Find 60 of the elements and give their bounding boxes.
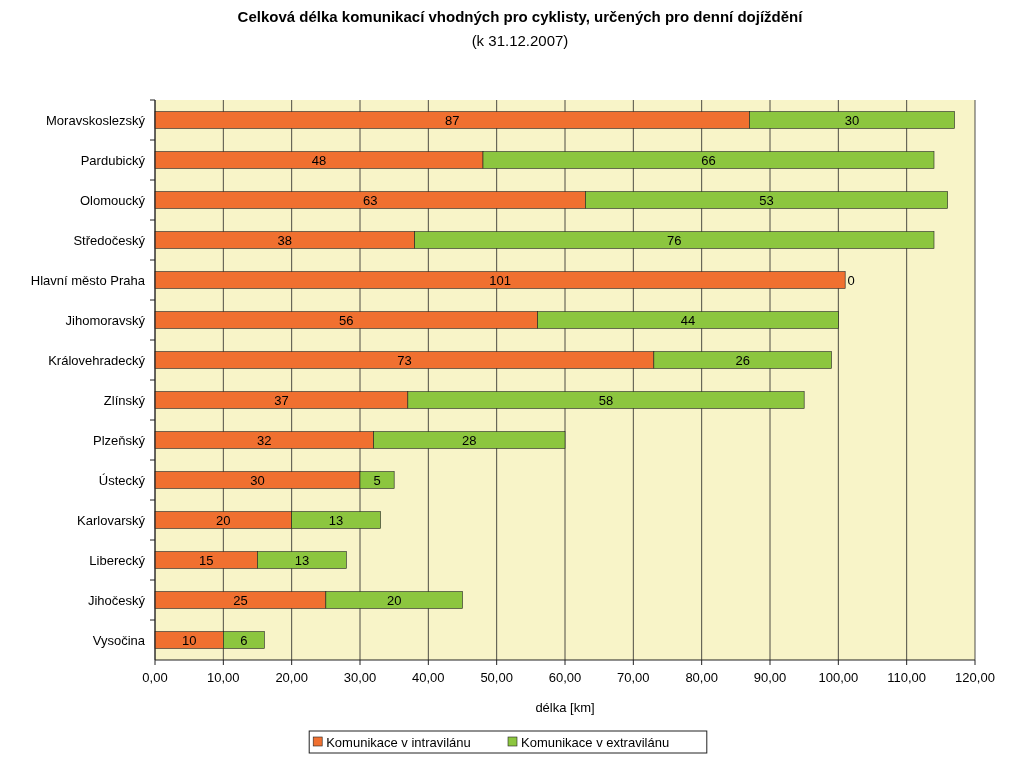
data-label: 25 xyxy=(233,592,248,608)
data-label: 66 xyxy=(701,152,716,168)
data-label: 15 xyxy=(199,552,214,568)
y-tick-label: Středočeský xyxy=(73,233,146,248)
data-label: 48 xyxy=(311,152,327,168)
x-tick-label: 60,00 xyxy=(548,670,582,685)
data-label: 37 xyxy=(274,392,289,408)
y-tick-label: Královehradecký xyxy=(48,353,146,368)
data-label: 38 xyxy=(277,232,293,248)
x-tick-label: 10,00 xyxy=(207,670,240,685)
data-label: 30 xyxy=(250,472,265,488)
data-label: 13 xyxy=(328,512,344,528)
y-tick-label: Karlovarský xyxy=(77,513,146,528)
chart-subtitle: (k 31.12.2007) xyxy=(471,32,569,49)
x-tick-label: 20,00 xyxy=(275,670,308,685)
chart-title: Celková délka komunikací vhodných pro cyklisty, určených pro denní dojíždění xyxy=(237,8,804,25)
legend-label: Komunikace v extravilánu xyxy=(521,735,670,750)
data-label: 53 xyxy=(759,192,774,208)
y-tick-label: Olomoucký xyxy=(79,193,146,208)
data-label: 63 xyxy=(363,192,378,208)
x-tick-label: 70,00 xyxy=(617,670,650,685)
x-tick-label: 40,00 xyxy=(412,670,445,685)
y-tick-label: Hlavní město Praha xyxy=(30,273,146,288)
y-tick-label: Liberecký xyxy=(89,553,146,568)
data-label: 44 xyxy=(680,312,696,328)
y-tick-label: Moravskoslezský xyxy=(46,113,146,128)
data-label: 87 xyxy=(445,112,460,128)
x-tick-label: 90,00 xyxy=(753,670,787,685)
x-tick-label: 120,00 xyxy=(955,670,995,685)
x-axis-title: délka [km] xyxy=(535,700,595,715)
y-tick-label: Jihomoravský xyxy=(65,313,146,328)
y-tick-label: Pardubický xyxy=(80,153,146,168)
data-label: 76 xyxy=(667,232,682,248)
x-tick-label: 110,00 xyxy=(887,670,927,685)
data-label: 6 xyxy=(240,632,248,648)
y-tick-label: Vysočina xyxy=(92,633,146,648)
x-tick-label: 50,00 xyxy=(480,670,513,685)
data-label: 30 xyxy=(844,112,860,128)
data-label: 58 xyxy=(598,392,614,408)
y-tick-label: Jihočeský xyxy=(87,593,146,608)
data-label: 10 xyxy=(181,632,197,648)
x-tick-label: 0,00 xyxy=(142,670,168,685)
data-label: 0 xyxy=(847,272,855,288)
data-label: 28 xyxy=(462,432,477,448)
y-tick-label: Plzeňský xyxy=(92,433,146,448)
data-label: 73 xyxy=(397,352,412,368)
y-tick-label: Zlínský xyxy=(103,393,146,408)
data-label: 56 xyxy=(339,312,354,328)
legend-label: Komunikace v intravilánu xyxy=(326,735,471,750)
x-tick-label: 80,00 xyxy=(685,670,718,685)
data-label: 5 xyxy=(373,472,381,488)
data-label: 26 xyxy=(735,352,750,368)
data-label: 32 xyxy=(257,432,272,448)
x-tick-label: 100,00 xyxy=(818,670,859,685)
data-label: 101 xyxy=(489,272,511,288)
y-tick-label: Ústecký xyxy=(98,473,146,488)
x-tick-label: 30,00 xyxy=(343,670,377,685)
data-label: 20 xyxy=(216,512,231,528)
data-label: 13 xyxy=(294,552,310,568)
data-label: 20 xyxy=(386,592,402,608)
